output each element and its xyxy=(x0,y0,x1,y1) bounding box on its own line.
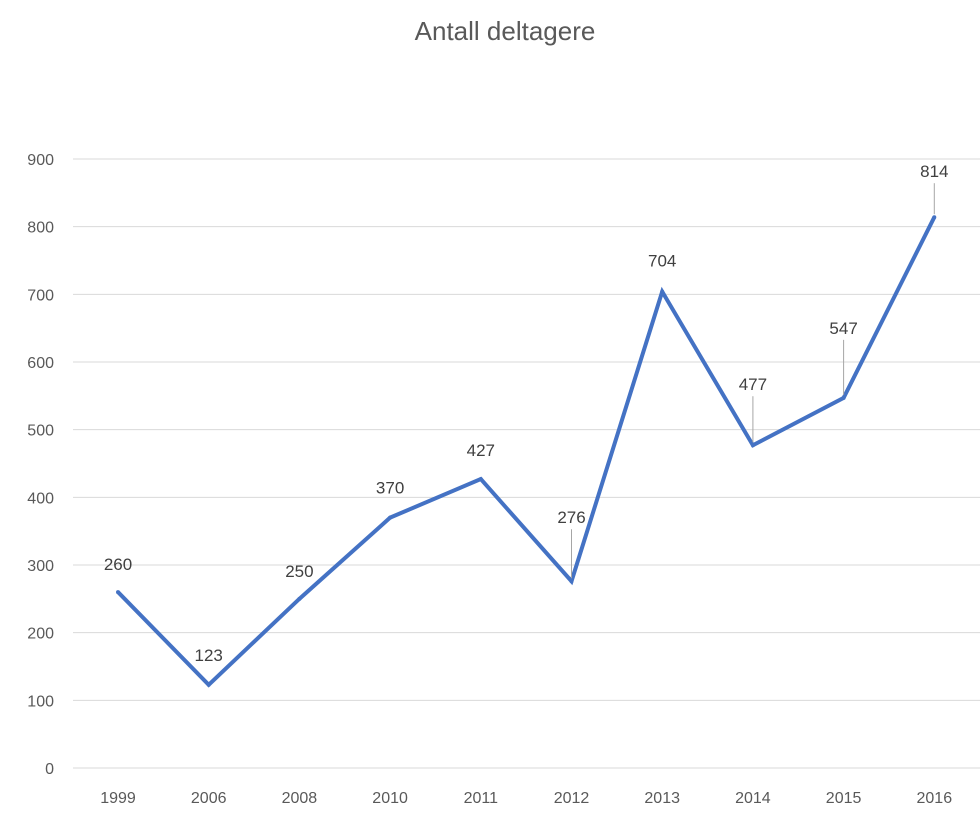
x-tick-label: 2016 xyxy=(917,790,953,807)
data-point xyxy=(660,289,665,294)
x-tick-label: 2011 xyxy=(464,790,499,807)
data-label: 814 xyxy=(920,162,948,181)
y-tick-label: 600 xyxy=(27,355,54,372)
x-tick-label: 2014 xyxy=(735,790,771,807)
data-point xyxy=(297,596,302,601)
y-tick-label: 200 xyxy=(27,626,54,643)
data-point xyxy=(750,443,755,448)
data-label: 250 xyxy=(285,562,313,581)
y-tick-label: 400 xyxy=(27,490,54,507)
data-point xyxy=(388,515,393,520)
x-tick-label: 2010 xyxy=(372,790,408,807)
data-point xyxy=(478,477,483,482)
chart-title: Antall deltagere xyxy=(414,16,596,46)
x-tick-label: 2008 xyxy=(282,790,318,807)
data-label: 260 xyxy=(104,555,132,574)
series-line xyxy=(116,216,937,688)
data-point xyxy=(841,395,846,400)
data-point xyxy=(932,215,937,220)
data-label: 427 xyxy=(467,441,495,460)
x-tick-label: 2012 xyxy=(554,790,590,807)
x-tick-label: 1999 xyxy=(100,790,136,807)
data-label: 477 xyxy=(739,375,767,394)
y-tick-label: 800 xyxy=(27,220,54,237)
y-tick-label: 500 xyxy=(27,423,54,440)
y-tick-label: 300 xyxy=(27,558,54,575)
y-tick-label: 0 xyxy=(45,761,54,778)
x-tick-label: 2006 xyxy=(191,790,227,807)
data-label: 276 xyxy=(557,508,585,527)
data-label: 704 xyxy=(648,252,676,271)
data-label: 123 xyxy=(195,646,223,665)
x-tick-label: 2015 xyxy=(826,790,862,807)
y-tick-label: 100 xyxy=(27,693,54,710)
data-point xyxy=(569,579,574,584)
data-label: 370 xyxy=(376,479,404,498)
data-point xyxy=(116,590,120,595)
y-tick-label: 700 xyxy=(27,287,54,304)
data-point xyxy=(206,682,211,687)
data-label: 547 xyxy=(829,319,857,338)
y-tick-label: 900 xyxy=(27,152,54,169)
x-tick-label: 2013 xyxy=(644,790,680,807)
